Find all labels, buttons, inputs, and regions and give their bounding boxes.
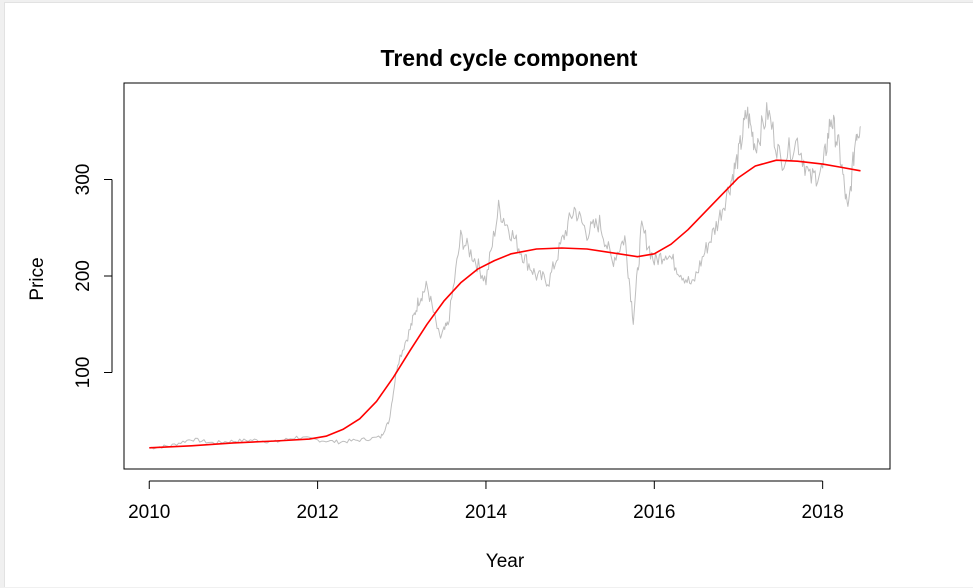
y-tick-label: 100 xyxy=(73,357,94,389)
x-tick-label: 2018 xyxy=(802,502,844,523)
chart-title: Trend cycle component xyxy=(381,45,638,71)
series-raw-price xyxy=(149,102,861,450)
y-tick-label: 300 xyxy=(73,164,94,196)
series-group xyxy=(149,102,861,450)
x-axis: 2010 2012 2014 2016 2018 xyxy=(128,480,844,523)
x-tick-label: 2014 xyxy=(465,502,508,523)
series-trend-cycle xyxy=(149,159,861,449)
plot-frame xyxy=(123,82,891,470)
x-axis-label: Year xyxy=(486,551,525,572)
x-tick-label: 2012 xyxy=(296,502,338,523)
trend-cycle-chart: Trend cycle component 2010 2012 2014 2016 20… xyxy=(27,45,891,572)
y-axis-label: Price xyxy=(27,257,48,300)
x-tick-label: 2010 xyxy=(128,502,170,523)
plot-panel: Trend cycle component 2010 2012 2014 2016 20… xyxy=(4,2,973,587)
y-tick-label: 200 xyxy=(73,260,94,292)
y-axis: 100 200 300 xyxy=(73,164,113,389)
x-tick-label: 2016 xyxy=(633,502,675,523)
